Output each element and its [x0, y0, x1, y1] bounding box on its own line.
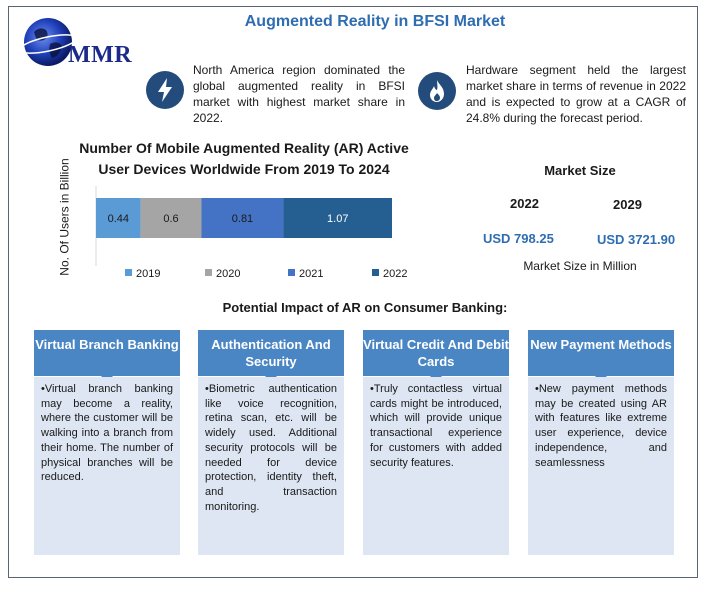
page-title: Augmented Reality in BFSI Market [244, 13, 506, 30]
card-heading-authentication: Authentication And Security [198, 330, 344, 376]
market-size-value-2022: USD 798.25 [483, 231, 554, 246]
chart-title: Number Of Mobile Augmented Reality (AR) … [79, 140, 409, 177]
legend-label: 2021 [299, 268, 324, 280]
legend-swatch [372, 269, 379, 276]
market-size-title: Market Size [544, 163, 616, 178]
logo-text: MMR [68, 42, 133, 68]
highlight-text-region: North America region dominated the globa… [193, 63, 405, 125]
legend-label: 2022 [383, 268, 408, 280]
card-body-virtual-cards: •Truly contactless virtual cards might b… [363, 377, 509, 555]
market-size-value-2029: USD 3721.90 [597, 232, 676, 247]
market-size-year-2022: 2022 [510, 196, 539, 211]
bar-label-2021: 0.81 [232, 213, 253, 225]
legend-item-2021: 2021 [288, 268, 323, 280]
bar-label-2022: 1.07 [327, 213, 348, 225]
card-heading-virtual-branch: Virtual Branch Banking [34, 330, 180, 376]
legend-swatch [125, 269, 132, 276]
card-body-new-payment: •New payment methods may be created usin… [528, 377, 674, 555]
bar-segment-2019 [96, 198, 141, 238]
legend-item-2020: 2020 [205, 268, 240, 280]
card-body-virtual-branch: •Virtual branch banking may become a rea… [34, 377, 180, 555]
legend-label: 2019 [136, 268, 161, 280]
logo: MMR [20, 14, 145, 74]
legend-label: 2020 [216, 268, 241, 280]
legend-swatch [205, 269, 212, 276]
bar-segment-2021 [201, 198, 284, 238]
market-size-year-2029: 2029 [613, 197, 642, 212]
impact-title: Potential Impact of AR on Consumer Banki… [222, 300, 508, 315]
card-heading-new-payment: New Payment Methods [528, 330, 674, 376]
market-size-caption: Market Size in Million [523, 259, 637, 273]
legend-swatch [288, 269, 295, 276]
card-heading-virtual-cards: Virtual Credit And Debit Cards [363, 330, 509, 376]
highlight-text-segment: Hardware segment held the largest market… [466, 63, 686, 125]
chart-legend: 2019 2020 2021 2022 [125, 268, 415, 286]
bar-segment-2020 [140, 198, 202, 238]
bar-segment-2022 [283, 198, 392, 238]
card-body-authentication: •Biometric authentication like voice rec… [198, 377, 344, 555]
lightning-icon [146, 71, 184, 109]
legend-item-2022: 2022 [372, 268, 407, 280]
legend-item-2019: 2019 [125, 268, 160, 280]
flame-icon [418, 72, 456, 110]
bar-label-2020: 0.6 [163, 213, 178, 225]
bar-label-2019: 0.44 [108, 213, 129, 225]
chart-plot: 0.44 0.6 0.81 1.07 [95, 186, 392, 266]
globe-icon [20, 18, 78, 66]
